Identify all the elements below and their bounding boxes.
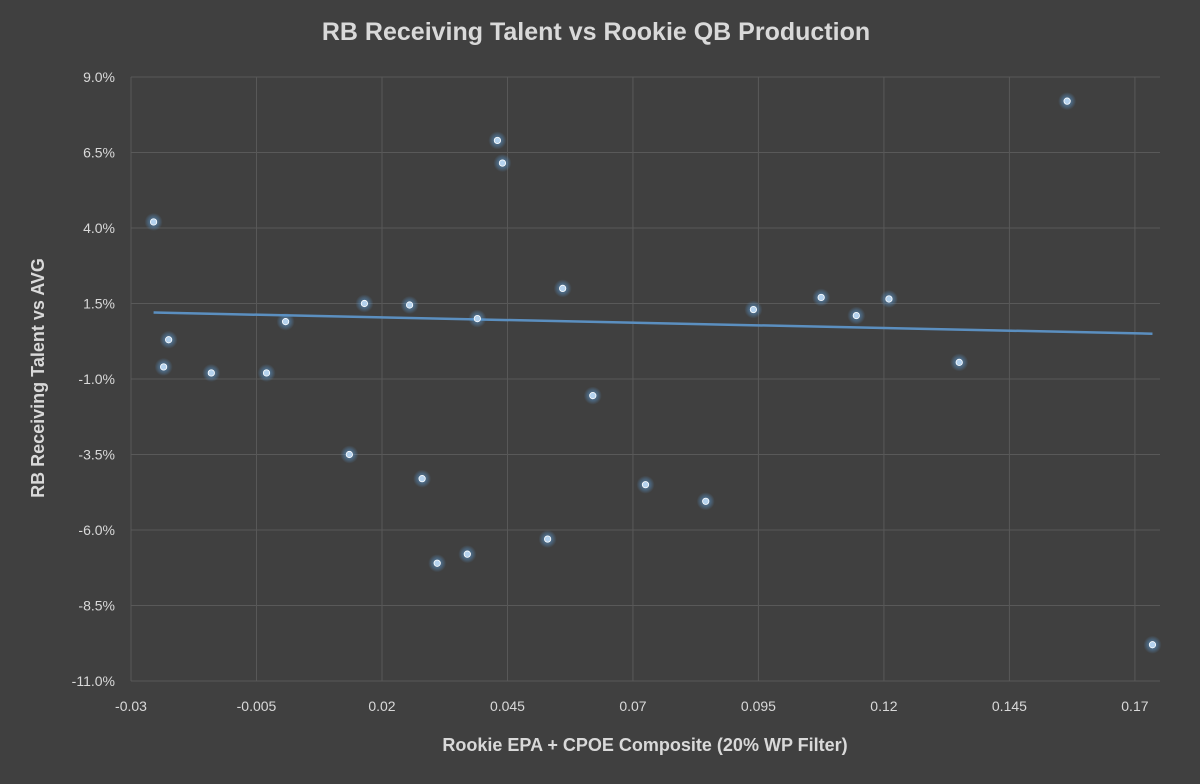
data-point [879,289,898,308]
trendline-layer [153,311,1153,335]
trendline [153,311,1153,335]
x-tick-label: 0.12 [870,698,897,714]
x-tick-label: 0.07 [619,698,646,714]
x-tick-label: 0.045 [490,698,525,714]
x-tick-label: 0.095 [741,698,776,714]
chart-title: RB Receiving Talent vs Rookie QB Product… [322,18,870,46]
y-tick-label: 6.5% [83,145,115,161]
x-tick-label: -0.005 [237,698,277,714]
data-point [400,296,419,315]
y-tick-label: -1.0% [78,371,115,387]
data-point [583,386,602,405]
data-point [1143,635,1162,654]
data-point [413,469,432,488]
data-point [468,309,487,328]
x-tick-label: 0.145 [992,698,1027,714]
data-point [538,530,557,549]
x-tick-label: -0.03 [115,698,147,714]
data-point [154,357,173,376]
y-tick-label: -3.5% [78,447,115,463]
data-point [812,288,831,307]
data-point [553,279,572,298]
data-point [636,475,655,494]
data-point [355,294,374,313]
y-tick-label: 1.5% [83,296,115,312]
data-point [340,445,359,464]
y-tick-label: 9.0% [83,69,115,85]
x-tick-label: 0.17 [1121,698,1148,714]
data-point [847,306,866,325]
data-point [428,554,447,573]
data-point [488,131,507,150]
tick-labels: 9.0% 6.5% 4.0% 1.5% -1.0% -3.5% -6.0% -8.5% -11.… [72,69,1149,714]
data-points [144,92,1162,654]
y-tick-label: -6.0% [78,522,115,538]
data-point [1058,92,1077,111]
data-point [458,545,477,564]
data-point [159,330,178,349]
y-tick-label: -11.0% [72,673,115,689]
data-point [950,353,969,372]
y-tick-label: -8.5% [78,598,115,614]
data-point [493,154,512,173]
x-tick-label: 0.02 [368,698,395,714]
data-point [202,363,221,382]
y-axis-label: RB Receiving Talent vs AVG [28,258,48,498]
data-point [276,312,295,331]
x-axis-label: Rookie EPA + CPOE Composite (20% WP Filt… [442,735,847,755]
grid-layer [130,76,1160,682]
data-point [696,492,715,511]
data-point [257,363,276,382]
y-tick-label: 4.0% [83,220,115,236]
data-point [744,300,763,319]
data-point [144,212,163,231]
